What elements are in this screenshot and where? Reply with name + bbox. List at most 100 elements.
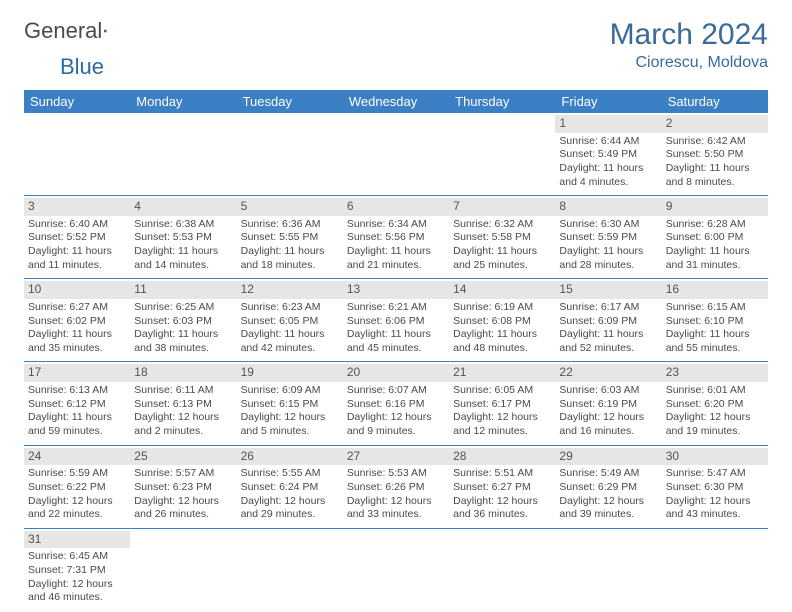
weekday-header: Sunday bbox=[24, 90, 130, 113]
sunrise-line: Sunrise: 6:44 AM bbox=[559, 135, 657, 149]
calendar-cell-empty bbox=[24, 113, 130, 196]
calendar-cell-empty bbox=[130, 528, 236, 611]
calendar-cell: 14Sunrise: 6:19 AMSunset: 6:08 PMDayligh… bbox=[449, 279, 555, 362]
calendar-cell-empty bbox=[237, 528, 343, 611]
sunrise-line: Sunrise: 6:03 AM bbox=[559, 384, 657, 398]
sunrise-line: Sunrise: 6:15 AM bbox=[666, 301, 764, 315]
calendar-cell: 10Sunrise: 6:27 AMSunset: 6:02 PMDayligh… bbox=[24, 279, 130, 362]
sunrise-line: Sunrise: 6:38 AM bbox=[134, 218, 232, 232]
sunset-line: Sunset: 6:27 PM bbox=[453, 481, 551, 495]
sunset-line: Sunset: 6:24 PM bbox=[241, 481, 339, 495]
sunrise-line: Sunrise: 6:45 AM bbox=[28, 550, 126, 564]
daylight-line: Daylight: 11 hours and 45 minutes. bbox=[347, 328, 445, 355]
sunset-line: Sunset: 7:31 PM bbox=[28, 564, 126, 578]
calendar-cell: 17Sunrise: 6:13 AMSunset: 6:12 PMDayligh… bbox=[24, 362, 130, 445]
day-number: 25 bbox=[130, 448, 236, 466]
day-number: 15 bbox=[555, 281, 661, 299]
daylight-line: Daylight: 11 hours and 35 minutes. bbox=[28, 328, 126, 355]
daylight-line: Daylight: 11 hours and 14 minutes. bbox=[134, 245, 232, 272]
day-number: 30 bbox=[662, 448, 768, 466]
day-number: 7 bbox=[449, 198, 555, 216]
sunrise-line: Sunrise: 6:40 AM bbox=[28, 218, 126, 232]
calendar-table: SundayMondayTuesdayWednesdayThursdayFrid… bbox=[24, 90, 768, 611]
sunrise-line: Sunrise: 6:36 AM bbox=[241, 218, 339, 232]
daylight-line: Daylight: 12 hours and 9 minutes. bbox=[347, 411, 445, 438]
day-number: 16 bbox=[662, 281, 768, 299]
calendar-cell-empty bbox=[343, 113, 449, 196]
sunrise-line: Sunrise: 5:59 AM bbox=[28, 467, 126, 481]
calendar-cell-empty bbox=[555, 528, 661, 611]
sunset-line: Sunset: 5:49 PM bbox=[559, 148, 657, 162]
calendar-row: 1Sunrise: 6:44 AMSunset: 5:49 PMDaylight… bbox=[24, 113, 768, 196]
weekday-header-row: SundayMondayTuesdayWednesdayThursdayFrid… bbox=[24, 90, 768, 113]
sunrise-line: Sunrise: 6:32 AM bbox=[453, 218, 551, 232]
sunrise-line: Sunrise: 6:30 AM bbox=[559, 218, 657, 232]
daylight-line: Daylight: 11 hours and 18 minutes. bbox=[241, 245, 339, 272]
calendar-cell-empty bbox=[449, 113, 555, 196]
sunset-line: Sunset: 6:03 PM bbox=[134, 315, 232, 329]
logo-word1: General bbox=[24, 18, 102, 44]
daylight-line: Daylight: 12 hours and 33 minutes. bbox=[347, 495, 445, 522]
day-number: 21 bbox=[449, 364, 555, 382]
weekday-header: Friday bbox=[555, 90, 661, 113]
sunrise-line: Sunrise: 6:13 AM bbox=[28, 384, 126, 398]
calendar-cell-empty bbox=[449, 528, 555, 611]
day-number: 24 bbox=[24, 448, 130, 466]
day-number: 12 bbox=[237, 281, 343, 299]
calendar-cell: 21Sunrise: 6:05 AMSunset: 6:17 PMDayligh… bbox=[449, 362, 555, 445]
calendar-cell: 27Sunrise: 5:53 AMSunset: 6:26 PMDayligh… bbox=[343, 445, 449, 528]
sunset-line: Sunset: 6:29 PM bbox=[559, 481, 657, 495]
weekday-header: Wednesday bbox=[343, 90, 449, 113]
sunrise-line: Sunrise: 6:27 AM bbox=[28, 301, 126, 315]
daylight-line: Daylight: 12 hours and 19 minutes. bbox=[666, 411, 764, 438]
sunset-line: Sunset: 6:26 PM bbox=[347, 481, 445, 495]
sunset-line: Sunset: 5:50 PM bbox=[666, 148, 764, 162]
daylight-line: Daylight: 12 hours and 36 minutes. bbox=[453, 495, 551, 522]
calendar-cell: 3Sunrise: 6:40 AMSunset: 5:52 PMDaylight… bbox=[24, 196, 130, 279]
daylight-line: Daylight: 11 hours and 31 minutes. bbox=[666, 245, 764, 272]
calendar-cell-empty bbox=[130, 113, 236, 196]
day-number: 5 bbox=[237, 198, 343, 216]
sunset-line: Sunset: 5:56 PM bbox=[347, 231, 445, 245]
calendar-row: 10Sunrise: 6:27 AMSunset: 6:02 PMDayligh… bbox=[24, 279, 768, 362]
daylight-line: Daylight: 11 hours and 28 minutes. bbox=[559, 245, 657, 272]
day-number: 29 bbox=[555, 448, 661, 466]
day-number: 20 bbox=[343, 364, 449, 382]
daylight-line: Daylight: 12 hours and 12 minutes. bbox=[453, 411, 551, 438]
calendar-cell: 31Sunrise: 6:45 AMSunset: 7:31 PMDayligh… bbox=[24, 528, 130, 611]
sunset-line: Sunset: 6:00 PM bbox=[666, 231, 764, 245]
day-number: 3 bbox=[24, 198, 130, 216]
calendar-cell: 1Sunrise: 6:44 AMSunset: 5:49 PMDaylight… bbox=[555, 113, 661, 196]
sunset-line: Sunset: 6:13 PM bbox=[134, 398, 232, 412]
sunrise-line: Sunrise: 6:25 AM bbox=[134, 301, 232, 315]
calendar-cell: 5 Sunrise: 6:36 AMSunset: 5:55 PMDaylight… bbox=[237, 196, 343, 279]
calendar-row: 31Sunrise: 6:45 AMSunset: 7:31 PMDayligh… bbox=[24, 528, 768, 611]
sunset-line: Sunset: 6:23 PM bbox=[134, 481, 232, 495]
day-number: 1 bbox=[555, 115, 661, 133]
daylight-line: Daylight: 12 hours and 5 minutes. bbox=[241, 411, 339, 438]
day-number: 22 bbox=[555, 364, 661, 382]
daylight-line: Daylight: 12 hours and 26 minutes. bbox=[134, 495, 232, 522]
day-number: 26 bbox=[237, 448, 343, 466]
calendar-row: 24Sunrise: 5:59 AMSunset: 6:22 PMDayligh… bbox=[24, 445, 768, 528]
sunset-line: Sunset: 5:55 PM bbox=[241, 231, 339, 245]
day-number: 17 bbox=[24, 364, 130, 382]
sunrise-line: Sunrise: 6:07 AM bbox=[347, 384, 445, 398]
daylight-line: Daylight: 11 hours and 42 minutes. bbox=[241, 328, 339, 355]
daylight-line: Daylight: 12 hours and 46 minutes. bbox=[28, 578, 126, 605]
calendar-cell: 15Sunrise: 6:17 AMSunset: 6:09 PMDayligh… bbox=[555, 279, 661, 362]
sunrise-line: Sunrise: 6:17 AM bbox=[559, 301, 657, 315]
weekday-header: Saturday bbox=[662, 90, 768, 113]
sunrise-line: Sunrise: 5:47 AM bbox=[666, 467, 764, 481]
day-number: 10 bbox=[24, 281, 130, 299]
daylight-line: Daylight: 11 hours and 21 minutes. bbox=[347, 245, 445, 272]
sunset-line: Sunset: 6:10 PM bbox=[666, 315, 764, 329]
daylight-line: Daylight: 12 hours and 39 minutes. bbox=[559, 495, 657, 522]
logo: General bbox=[24, 18, 126, 44]
sunset-line: Sunset: 6:09 PM bbox=[559, 315, 657, 329]
day-number: 19 bbox=[237, 364, 343, 382]
daylight-line: Daylight: 12 hours and 2 minutes. bbox=[134, 411, 232, 438]
daylight-line: Daylight: 12 hours and 22 minutes. bbox=[28, 495, 126, 522]
day-number: 9 bbox=[662, 198, 768, 216]
calendar-cell: 22Sunrise: 6:03 AMSunset: 6:19 PMDayligh… bbox=[555, 362, 661, 445]
